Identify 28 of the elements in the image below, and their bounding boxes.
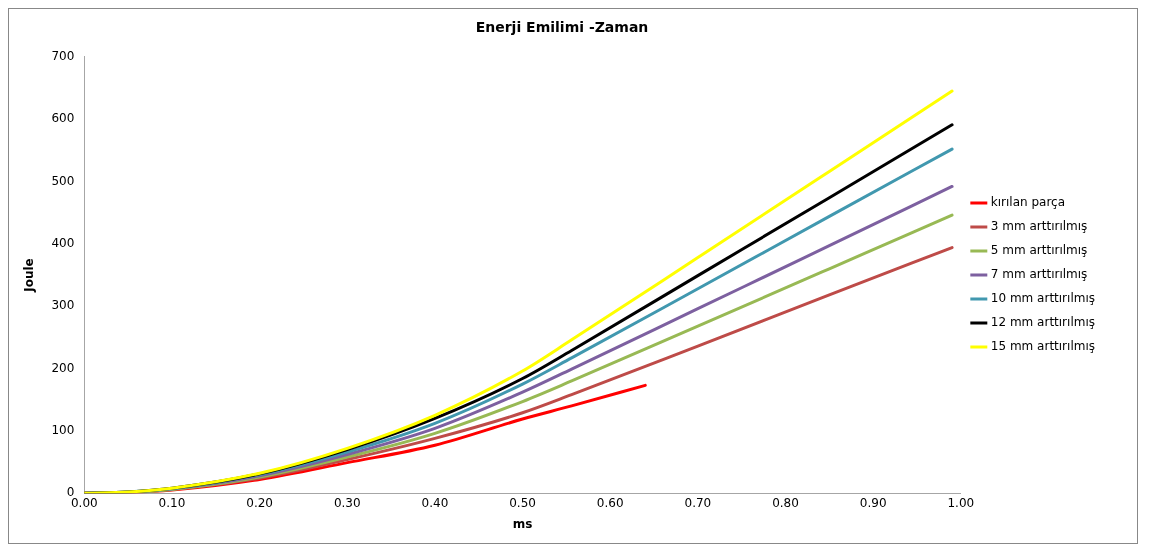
legend-label: 3 mm arttırılmış <box>990 219 1088 234</box>
x-tick-label: 0.50 <box>509 495 536 510</box>
x-tick-label: 0.70 <box>684 495 712 510</box>
x-tick-label: 1.00 <box>947 495 975 510</box>
x-tick-label: 0.40 <box>421 495 449 510</box>
legend-label: 15 mm arttırılmış <box>990 339 1095 354</box>
x-axis-title: ms <box>512 516 533 531</box>
legend-label: 5 mm arttırılmış <box>990 243 1088 258</box>
legend-label: 10 mm arttırılmış <box>990 291 1095 306</box>
y-tick-label: 100 <box>51 422 75 437</box>
y-tick-label: 400 <box>51 235 75 250</box>
chart-title: Enerji Emilimi -Zaman <box>475 19 649 36</box>
x-tick-label: 0.80 <box>772 495 799 510</box>
x-tick-label: 0.20 <box>246 495 273 510</box>
legend-label: kırılan parça <box>990 195 1066 210</box>
y-tick-label: 200 <box>51 360 75 375</box>
y-tick-label: 500 <box>51 173 75 188</box>
y-tick-label: 700 <box>51 48 75 63</box>
x-tick-label: 0.30 <box>333 495 361 510</box>
y-tick-label: 300 <box>51 298 75 313</box>
legend-label: 12 mm arttırılmış <box>990 315 1095 330</box>
x-tick-label: 0.10 <box>158 495 186 510</box>
y-axis-title: Joule <box>22 258 37 293</box>
x-tick-label: 0.90 <box>859 495 887 510</box>
y-tick-label: 600 <box>51 111 75 126</box>
x-tick-label: 0.60 <box>596 495 624 510</box>
legend-label: 7 mm arttırılmış <box>990 267 1088 282</box>
x-tick-label: 0.00 <box>70 495 98 510</box>
